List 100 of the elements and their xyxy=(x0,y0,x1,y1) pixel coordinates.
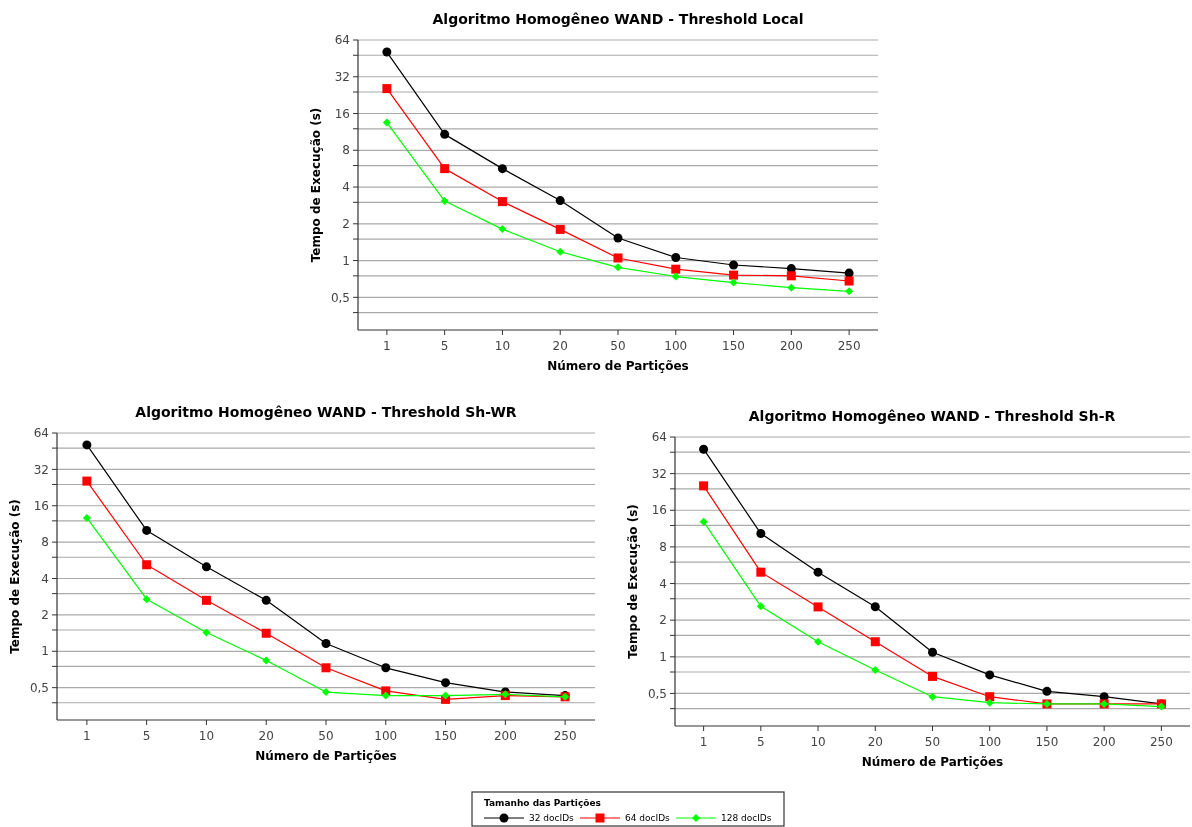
x-tick-label: 150 xyxy=(434,729,458,743)
point xyxy=(729,270,739,280)
x-tick-label: 150 xyxy=(722,339,746,353)
point xyxy=(671,272,680,281)
y-tick-label: 2 xyxy=(659,613,667,628)
point xyxy=(382,84,392,94)
point xyxy=(870,602,880,612)
x-tick-label: 50 xyxy=(318,729,334,743)
point xyxy=(613,253,623,263)
point xyxy=(985,692,995,702)
x-tick-label: 200 xyxy=(1092,735,1116,749)
point xyxy=(440,129,450,139)
point xyxy=(382,47,392,57)
x-tick-label: 1 xyxy=(699,735,708,749)
point xyxy=(82,476,92,486)
point xyxy=(756,602,765,611)
legend-label: 64 docIDs xyxy=(625,813,671,823)
legend-title: Tamanho das Partições xyxy=(484,798,601,808)
point xyxy=(845,287,854,296)
y-tick-label: 64 xyxy=(33,426,49,441)
point xyxy=(985,698,994,707)
point xyxy=(262,656,271,665)
y-tick-label: 4 xyxy=(342,180,350,195)
x-tick-label: 250 xyxy=(1149,735,1173,749)
x-tick-label: 10 xyxy=(810,735,826,749)
point xyxy=(201,562,211,572)
point xyxy=(441,678,451,688)
chart-title: Algoritmo Homogêneo WAND - Threshold Sh-WR xyxy=(135,404,517,420)
y-tick-label: 1 xyxy=(659,650,667,664)
y-tick-label: 4 xyxy=(659,576,667,591)
point xyxy=(441,691,450,700)
point xyxy=(440,164,450,174)
point xyxy=(381,691,390,700)
point xyxy=(142,560,152,570)
point xyxy=(322,688,330,697)
x-tick-label: 5 xyxy=(440,339,449,353)
y-tick-label: 1 xyxy=(342,253,350,268)
x-axis-title: Número de Partições xyxy=(255,749,397,763)
point xyxy=(844,276,854,286)
point xyxy=(555,196,565,206)
x-tick-label: 5 xyxy=(757,735,765,749)
point xyxy=(497,197,507,207)
point xyxy=(440,197,449,206)
point xyxy=(928,647,937,657)
point xyxy=(928,671,937,681)
x-tick-label: 200 xyxy=(493,729,517,743)
point xyxy=(321,638,331,648)
x-tick-label: 10 xyxy=(198,729,215,743)
point xyxy=(813,602,823,612)
point xyxy=(928,692,937,701)
point xyxy=(82,513,91,522)
x-tick-label: 10 xyxy=(494,339,511,353)
point xyxy=(381,663,391,673)
y-tick-label: 16 xyxy=(33,498,49,513)
point xyxy=(985,670,995,680)
chart-title: Algoritmo Homogêneo WAND - Threshold Local xyxy=(432,11,804,27)
point xyxy=(787,283,796,292)
y-tick-label: 0,5 xyxy=(330,290,350,305)
y-tick-label: 64 xyxy=(334,33,350,48)
x-tick-label: 20 xyxy=(552,339,568,353)
y-tick-label: 32 xyxy=(33,462,49,477)
point xyxy=(814,637,823,646)
point xyxy=(142,595,151,604)
point xyxy=(613,233,623,243)
point xyxy=(201,595,211,605)
y-tick-label: 16 xyxy=(651,503,667,518)
chart-title: Algoritmo Homogêneo WAND - Threshold Sh-R xyxy=(748,408,1116,424)
y-axis-title: Tempo de Execução (s) xyxy=(8,499,22,654)
point xyxy=(729,260,739,270)
y-tick-label: 0,5 xyxy=(647,686,667,701)
y-tick-label: 8 xyxy=(659,540,667,555)
x-tick-label: 20 xyxy=(867,735,883,749)
point xyxy=(699,517,708,526)
point xyxy=(498,225,507,234)
y-tick-label: 1 xyxy=(41,644,49,659)
point xyxy=(321,663,331,673)
point xyxy=(497,164,507,174)
y-tick-label: 32 xyxy=(651,466,667,481)
x-tick-label: 200 xyxy=(779,339,803,353)
x-tick-label: 20 xyxy=(258,729,274,743)
point xyxy=(202,628,211,637)
y-axis-title: Tempo de Execução (s) xyxy=(309,107,323,263)
x-tick-label: 100 xyxy=(374,729,398,743)
point xyxy=(142,525,152,535)
point xyxy=(261,595,271,605)
point xyxy=(871,665,880,674)
y-tick-label: 16 xyxy=(334,106,350,121)
point xyxy=(671,264,681,274)
x-tick-label: 50 xyxy=(924,735,941,749)
x-tick-label: 100 xyxy=(664,339,688,353)
point xyxy=(671,252,681,262)
point xyxy=(555,224,565,234)
x-tick-label: 50 xyxy=(610,339,626,353)
y-tick-label: 64 xyxy=(651,430,667,445)
y-axis-title: Tempo de Execução (s) xyxy=(626,504,640,659)
x-tick-label: 1 xyxy=(83,729,91,743)
point xyxy=(756,567,766,577)
point xyxy=(699,444,709,454)
point xyxy=(729,278,738,287)
y-tick-label: 4 xyxy=(41,571,49,586)
